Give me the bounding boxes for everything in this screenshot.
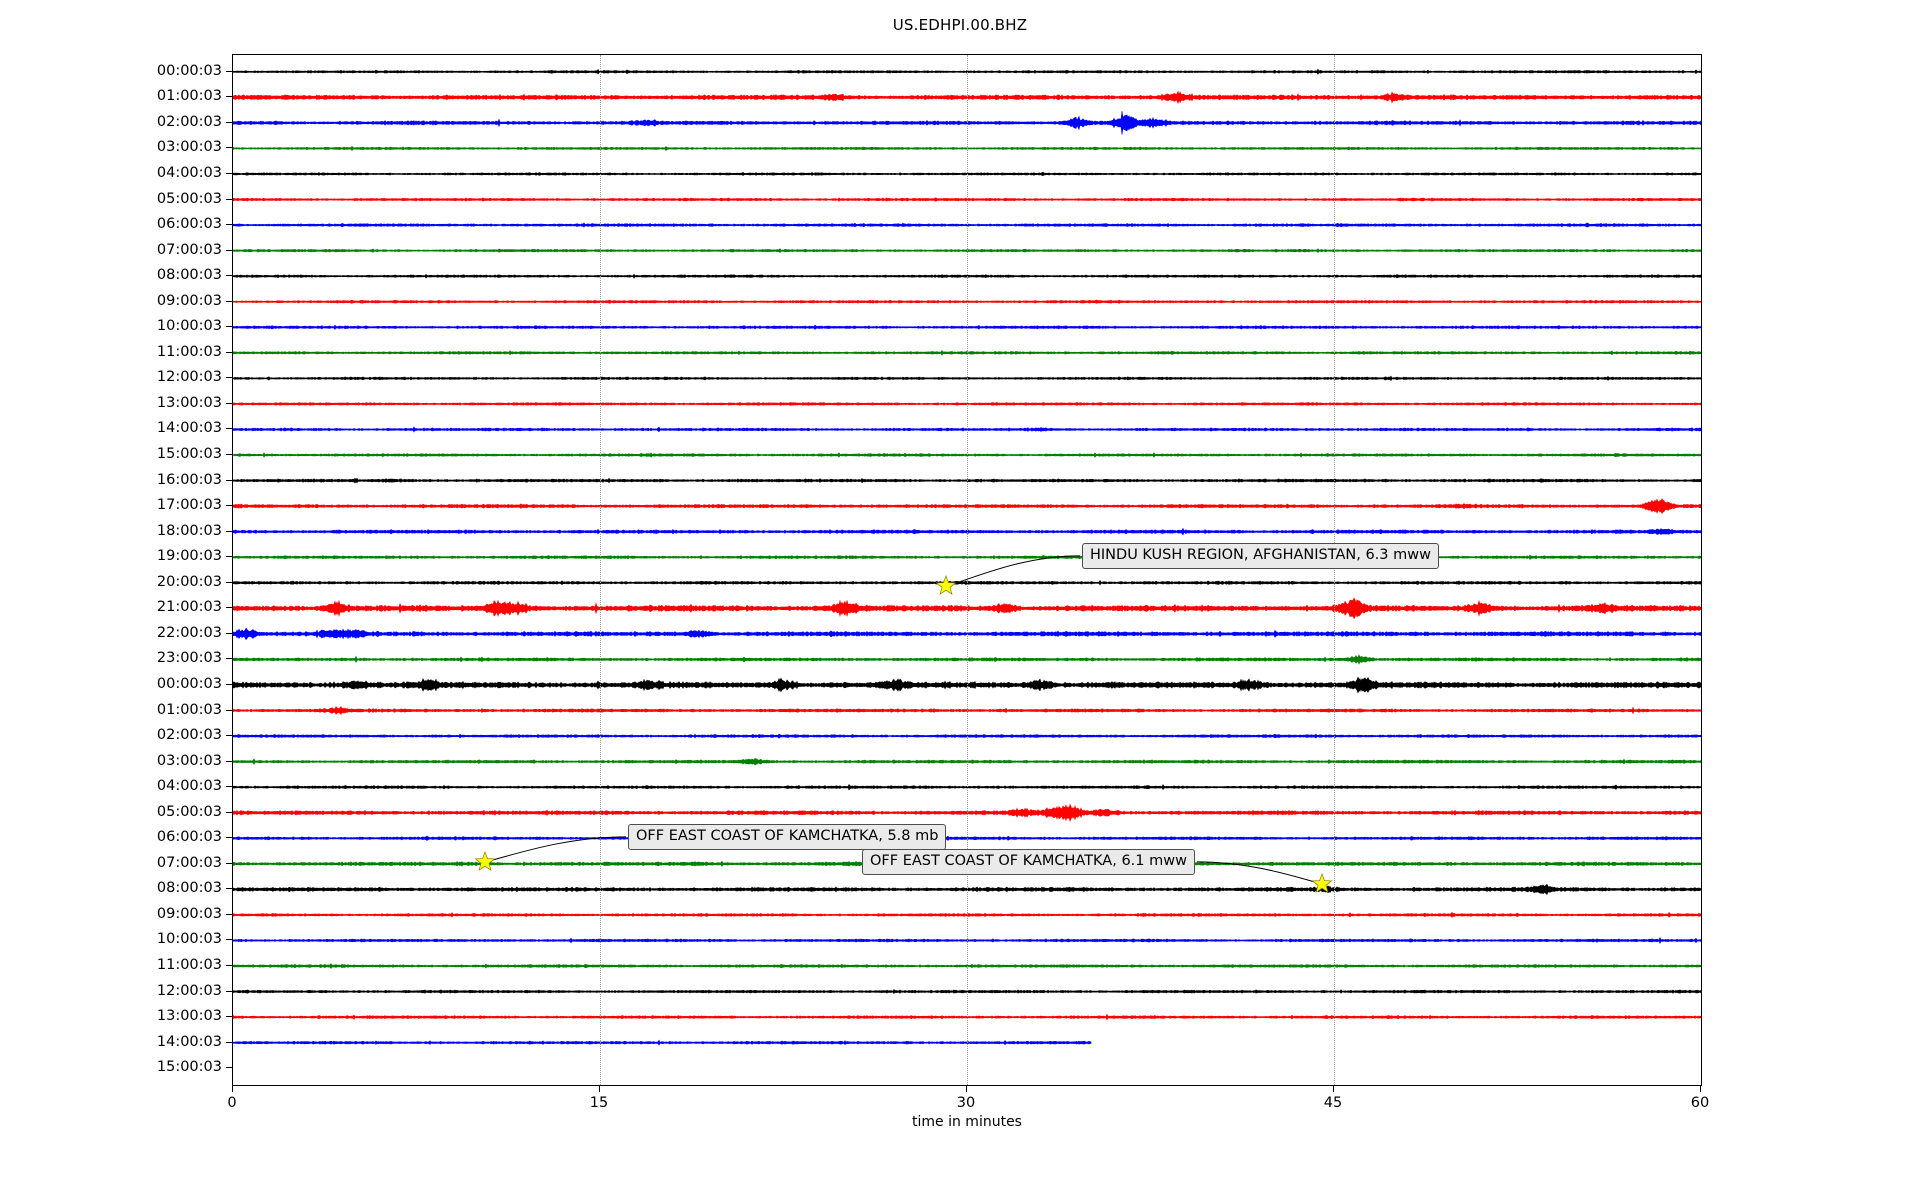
y-tick-label: 22:00:03 bbox=[156, 624, 222, 641]
y-tick-label: 15:00:03 bbox=[156, 446, 222, 463]
y-tick-label: 14:00:03 bbox=[156, 1033, 222, 1050]
y-tick-label: 02:00:03 bbox=[156, 727, 222, 744]
x-tick-mark bbox=[966, 1086, 967, 1092]
y-tick-label: 14:00:03 bbox=[156, 420, 222, 437]
y-tick-label: 10:00:03 bbox=[156, 931, 222, 948]
y-tick-label: 23:00:03 bbox=[156, 650, 222, 667]
gridline bbox=[1334, 55, 1336, 1085]
plot-axes-area bbox=[232, 54, 1702, 1086]
gridline bbox=[967, 55, 969, 1085]
event-annotation-label: HINDU KUSH REGION, AFGHANISTAN, 6.3 mww bbox=[1082, 543, 1439, 569]
earthquake-star-icon bbox=[1311, 873, 1333, 893]
y-tick-label: 06:00:03 bbox=[156, 216, 222, 233]
x-tick-label: 60 bbox=[1690, 1095, 1710, 1111]
x-tick-mark bbox=[1700, 1086, 1701, 1092]
y-tick-label: 01:00:03 bbox=[156, 88, 222, 105]
y-tick-label: 07:00:03 bbox=[156, 241, 222, 258]
trace-row bbox=[233, 1039, 1092, 1046]
x-tick-mark bbox=[1333, 1086, 1334, 1092]
y-tick-label: 19:00:03 bbox=[156, 548, 222, 565]
y-tick-label: 12:00:03 bbox=[156, 369, 222, 386]
y-tick-label: 01:00:03 bbox=[156, 701, 222, 718]
y-tick-label: 17:00:03 bbox=[156, 497, 222, 514]
y-tick-label: 13:00:03 bbox=[156, 394, 222, 411]
gridline bbox=[600, 55, 602, 1085]
y-tick-label: 02:00:03 bbox=[156, 113, 222, 130]
x-tick-label: 0 bbox=[227, 1095, 237, 1111]
y-tick-label: 12:00:03 bbox=[156, 982, 222, 999]
y-tick-label: 08:00:03 bbox=[156, 267, 222, 284]
x-axis-label: time in minutes bbox=[912, 1114, 1022, 1130]
y-tick-label: 20:00:03 bbox=[156, 573, 222, 590]
x-tick-label: 30 bbox=[956, 1095, 976, 1111]
y-tick-label: 21:00:03 bbox=[156, 599, 222, 616]
y-tick-label: 13:00:03 bbox=[156, 1008, 222, 1025]
y-tick-label: 11:00:03 bbox=[156, 957, 222, 974]
y-tick-label: 11:00:03 bbox=[156, 343, 222, 360]
earthquake-star-icon bbox=[474, 851, 496, 871]
y-tick-label: 18:00:03 bbox=[156, 522, 222, 539]
page-title: US.EDHPI.00.BHZ bbox=[892, 16, 1028, 34]
y-tick-label: 05:00:03 bbox=[156, 803, 222, 820]
y-tick-label: 00:00:03 bbox=[156, 675, 222, 692]
y-tick-label: 07:00:03 bbox=[156, 854, 222, 871]
y-tick-label: 04:00:03 bbox=[156, 778, 222, 795]
event-annotation-label: OFF EAST COAST OF KAMCHATKA, 5.8 mb bbox=[628, 824, 947, 850]
y-tick-label: 16:00:03 bbox=[156, 471, 222, 488]
x-tick-mark bbox=[599, 1086, 600, 1092]
y-tick-label: 06:00:03 bbox=[156, 829, 222, 846]
y-tick-label: 00:00:03 bbox=[156, 62, 222, 79]
event-annotation-label: OFF EAST COAST OF KAMCHATKA, 6.1 mww bbox=[862, 849, 1195, 875]
y-tick-label: 03:00:03 bbox=[156, 139, 222, 156]
y-tick-label: 09:00:03 bbox=[156, 292, 222, 309]
x-tick-label: 45 bbox=[1323, 1095, 1343, 1111]
y-tick-label: 05:00:03 bbox=[156, 190, 222, 207]
y-tick-label: 03:00:03 bbox=[156, 752, 222, 769]
y-tick-label: 09:00:03 bbox=[156, 905, 222, 922]
x-tick-mark bbox=[232, 1086, 233, 1092]
x-axis-ticks: 0 15 30 45 60 bbox=[227, 1086, 1709, 1126]
y-tick-label: 15:00:03 bbox=[156, 1059, 222, 1076]
y-tick-label: 10:00:03 bbox=[156, 318, 222, 335]
y-tick-label: 04:00:03 bbox=[156, 164, 222, 181]
y-tick-label: 08:00:03 bbox=[156, 880, 222, 897]
earthquake-star-icon bbox=[935, 575, 957, 595]
x-tick-label: 15 bbox=[589, 1095, 609, 1111]
